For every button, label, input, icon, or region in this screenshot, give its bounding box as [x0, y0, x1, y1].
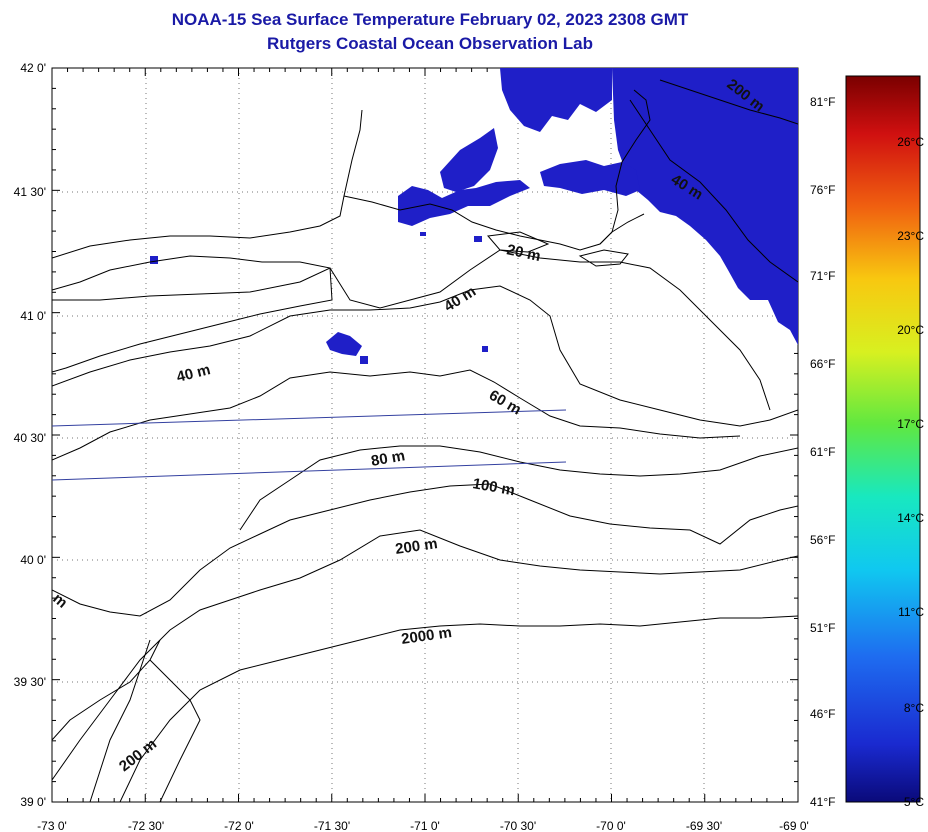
- lon-label: -69 0': [779, 819, 809, 832]
- contour-60m: [52, 369, 741, 461]
- celsius-labels: 26°C 23°C 20°C 17°C 14°C 11°C 8°C 5°C: [897, 135, 924, 809]
- lat-label: 41 30': [14, 185, 46, 199]
- sst-patch-small-4: [482, 346, 488, 352]
- lon-label: -70 30': [500, 819, 536, 832]
- lat-label: 39 0': [20, 795, 46, 809]
- swath-lines: [52, 409, 567, 481]
- fahrenheit-label: 81°F: [810, 95, 835, 109]
- celsius-label: 14°C: [897, 511, 924, 525]
- lon-label: -72 30': [128, 819, 164, 832]
- sst-patch-small-5: [420, 232, 426, 236]
- longitude-labels: -73 0' -72 30' -72 0' -71 30' -71 0' -70…: [37, 819, 809, 832]
- depth-label-20: 20 m: [505, 241, 542, 265]
- long-island-coast: [52, 255, 333, 373]
- lon-label: -71 0': [410, 819, 440, 832]
- map-title: NOAA-15 Sea Surface Temperature February…: [171, 10, 689, 29]
- connecticut-coast: [52, 109, 363, 259]
- contour-40m: [52, 285, 798, 427]
- contour-80m: [239, 445, 798, 531]
- lat-label: 40 30': [14, 431, 46, 445]
- fahrenheit-label: 76°F: [810, 183, 835, 197]
- fahrenheit-label: 71°F: [810, 269, 835, 283]
- celsius-label: 23°C: [897, 229, 924, 243]
- depth-label-2000: 2000 m: [400, 624, 453, 648]
- nantucket: [578, 249, 629, 267]
- sst-patch-small-2: [360, 356, 368, 364]
- lon-label: -73 0': [37, 819, 67, 832]
- contour-20m: [52, 249, 771, 411]
- celsius-label: 17°C: [897, 417, 924, 431]
- sst-patch-gulf-of-maine: [612, 68, 798, 345]
- celsius-label: 8°C: [904, 701, 924, 715]
- contour-100m: [52, 483, 798, 617]
- sst-data-layer: [150, 68, 798, 364]
- depth-label-80: 80 m: [370, 447, 407, 470]
- fahrenheit-labels: 81°F 76°F 71°F 66°F 61°F 56°F 51°F 46°F …: [810, 95, 835, 809]
- sst-patch-small-3: [150, 256, 158, 264]
- fahrenheit-label: 46°F: [810, 707, 835, 721]
- sst-patch-small-1: [474, 236, 482, 242]
- lon-label: -69 30': [686, 819, 722, 832]
- fahrenheit-label: 66°F: [810, 357, 835, 371]
- temperature-colorbar: [845, 75, 921, 803]
- bathymetry-contours: [52, 79, 798, 802]
- celsius-label: 20°C: [897, 323, 924, 337]
- fahrenheit-label: 51°F: [810, 621, 835, 635]
- sst-patch-buzzards-bay: [440, 128, 498, 192]
- latitude-labels: 42 0' 41 30' 41 0' 40 30' 40 0' 39 30' 3…: [14, 61, 46, 809]
- sst-patch-nantucket-sound: [540, 160, 640, 196]
- contour-40m-gom: [629, 99, 798, 283]
- lon-label: -71 30': [314, 819, 350, 832]
- contour-200m-lower: [52, 639, 201, 802]
- map-subtitle: Rutgers Coastal Ocean Observation Lab: [267, 34, 593, 53]
- fahrenheit-label: 56°F: [810, 533, 835, 547]
- sst-patch-narragansett: [398, 180, 530, 226]
- celsius-label: 5°C: [904, 795, 924, 809]
- celsius-label: 26°C: [897, 135, 924, 149]
- contour-shelf-canyon: [89, 639, 151, 802]
- sst-patch-cape-cod-bay: [500, 68, 612, 132]
- martha-vineyard: [487, 231, 550, 253]
- contour-200m: [52, 529, 798, 781]
- lat-label: 39 30': [14, 675, 46, 689]
- cape-cod: [599, 89, 651, 245]
- lon-label: -70 0': [596, 819, 626, 832]
- lat-label: 41 0': [20, 309, 46, 323]
- lat-label: 40 0': [20, 553, 46, 567]
- fahrenheit-label: 41°F: [810, 795, 835, 809]
- lat-label: 42 0': [20, 61, 46, 75]
- fahrenheit-label: 61°F: [810, 445, 835, 459]
- sst-patch-offshore-1: [326, 332, 362, 356]
- celsius-label: 11°C: [898, 605, 924, 619]
- contour-200m-gom: [659, 79, 798, 125]
- lon-label: -72 0': [224, 819, 254, 832]
- depth-label-200: 200 m: [394, 535, 438, 558]
- contour-2000m: [119, 615, 798, 802]
